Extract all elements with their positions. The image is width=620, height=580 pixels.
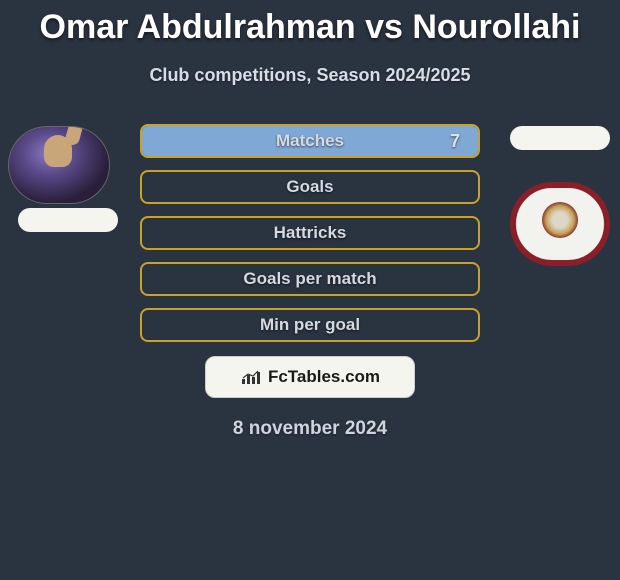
comparison-title: Omar Abdulrahman vs Nourollahi xyxy=(0,0,620,47)
club-logo-inner xyxy=(532,196,588,252)
player-right-club-logo xyxy=(510,182,610,266)
player-left-photo xyxy=(8,126,110,204)
stat-bar-label: Goals xyxy=(286,177,333,197)
stat-bar: Goals per match xyxy=(140,262,480,296)
chart-icon xyxy=(240,368,264,386)
source-badge: FcTables.com xyxy=(205,356,415,398)
stat-bar-label: Hattricks xyxy=(274,223,347,243)
stat-bar-label: Goals per match xyxy=(243,269,376,289)
player-right-column xyxy=(510,126,610,266)
stat-bars: Matches 7 Goals Hattricks Goals per match Min… xyxy=(140,124,480,342)
source-label: FcTables.com xyxy=(268,367,380,387)
snapshot-date: 8 november 2024 xyxy=(0,418,620,440)
player-left-badge xyxy=(18,208,118,232)
comparison-chart: Matches 7 Goals Hattricks Goals per match Min… xyxy=(0,124,620,440)
player-right-badge xyxy=(510,126,610,150)
stat-bar: Goals xyxy=(140,170,480,204)
stat-bar: Min per goal xyxy=(140,308,480,342)
stat-bar: Hattricks xyxy=(140,216,480,250)
stat-bar-label: Matches xyxy=(276,131,344,151)
stat-bar: Matches 7 xyxy=(140,124,480,158)
player-left-column xyxy=(8,126,118,232)
stat-bar-value: 7 xyxy=(450,131,460,152)
stat-bar-label: Min per goal xyxy=(260,315,360,335)
comparison-subtitle: Club competitions, Season 2024/2025 xyxy=(0,65,620,86)
